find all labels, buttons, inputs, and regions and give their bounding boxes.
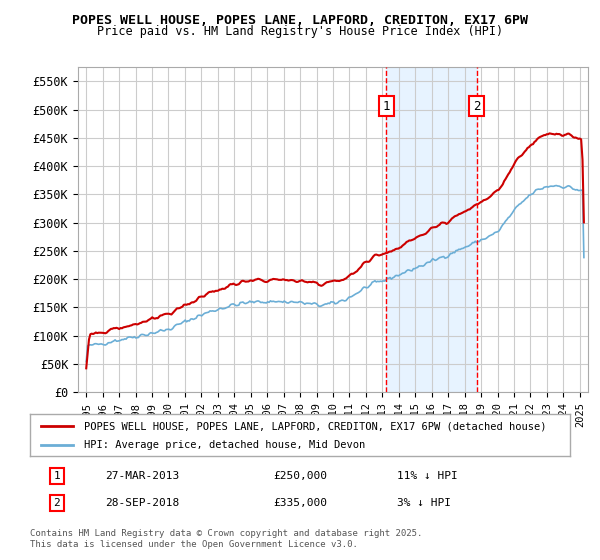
Text: £335,000: £335,000 <box>273 498 327 508</box>
Text: 2: 2 <box>473 100 481 113</box>
Text: Price paid vs. HM Land Registry's House Price Index (HPI): Price paid vs. HM Land Registry's House … <box>97 25 503 38</box>
Text: 1: 1 <box>53 471 61 481</box>
Text: POPES WELL HOUSE, POPES LANE, LAPFORD, CREDITON, EX17 6PW (detached house): POPES WELL HOUSE, POPES LANE, LAPFORD, C… <box>84 421 547 431</box>
Text: 2: 2 <box>53 498 61 508</box>
Text: 28-SEP-2018: 28-SEP-2018 <box>106 498 180 508</box>
Text: 11% ↓ HPI: 11% ↓ HPI <box>397 471 458 481</box>
Text: 1: 1 <box>382 100 390 113</box>
Text: £250,000: £250,000 <box>273 471 327 481</box>
Text: Contains HM Land Registry data © Crown copyright and database right 2025.
This d: Contains HM Land Registry data © Crown c… <box>30 529 422 549</box>
Text: HPI: Average price, detached house, Mid Devon: HPI: Average price, detached house, Mid … <box>84 440 365 450</box>
Text: 3% ↓ HPI: 3% ↓ HPI <box>397 498 451 508</box>
Text: 27-MAR-2013: 27-MAR-2013 <box>106 471 180 481</box>
Text: POPES WELL HOUSE, POPES LANE, LAPFORD, CREDITON, EX17 6PW: POPES WELL HOUSE, POPES LANE, LAPFORD, C… <box>72 14 528 27</box>
Bar <box>386 67 477 392</box>
